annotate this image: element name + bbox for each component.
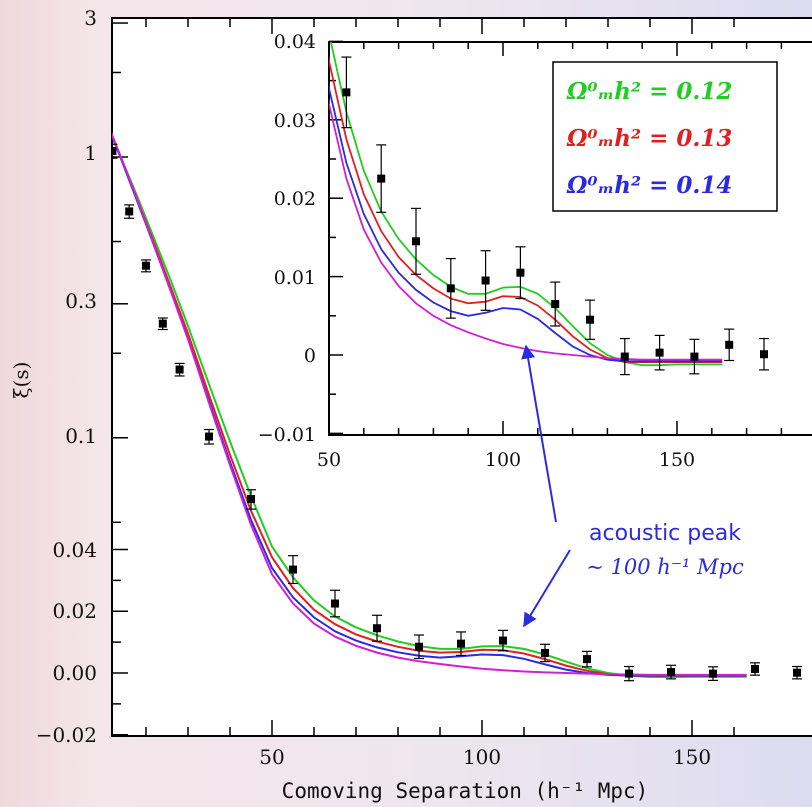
inset-data-point: [446, 284, 455, 293]
acoustic-peak-scale-label: ∼ 100 h⁻¹ Mpc: [586, 555, 744, 579]
data-point: [793, 668, 801, 677]
main-y-tick-label: −0.02: [36, 723, 97, 747]
legend-box: [552, 61, 778, 212]
data-point: [125, 207, 134, 216]
data-point: [373, 624, 381, 633]
data-point: [625, 669, 633, 678]
y-axis-title: ξ(s): [9, 362, 33, 399]
inset-y-tick-label: −0.01: [258, 424, 316, 446]
inset-axis-ticks: [329, 40, 783, 435]
inset-data-point: [516, 268, 525, 277]
main-y-tick-label: 0.3: [65, 289, 97, 313]
inset-data-point: [377, 174, 386, 183]
main-y-tick-label: 3: [84, 6, 97, 30]
arrow-to-main-peak: [523, 549, 571, 628]
inset-data-point: [655, 348, 664, 357]
data-point: [158, 319, 167, 328]
inset-data-point: [725, 340, 734, 349]
legend-entry-0.14: Ω⁰ₘh² = 0.14: [566, 172, 732, 199]
inset-x-tick-label: 100: [485, 449, 521, 471]
main-x-tick-label: 150: [673, 745, 711, 769]
inset-data-point: [586, 315, 594, 324]
data-point: [751, 664, 759, 673]
inset-x-tick-label: 50: [317, 449, 341, 471]
data-point: [457, 639, 465, 648]
inset-data-points: [341, 56, 769, 376]
data-point: [205, 432, 213, 441]
main-data-points: [112, 143, 802, 682]
main-y-tick-label: 0.00: [52, 661, 97, 685]
inset-data-point: [412, 237, 420, 246]
inset-model-curve-2: [329, 81, 723, 363]
inset-y-tick-label: 0.02: [274, 188, 316, 210]
inset-data-point: [620, 352, 629, 361]
legend-entry-0.12: Ω⁰ₘh² = 0.12: [566, 78, 732, 105]
inset-data-point: [690, 352, 699, 361]
inset-y-tick-label: 0.01: [274, 267, 316, 289]
inset-y-tick-label: 0.03: [274, 110, 316, 132]
data-point: [175, 365, 184, 374]
inset-data-point: [342, 88, 351, 97]
data-point: [667, 668, 675, 677]
data-point: [499, 636, 507, 645]
main-y-tick-label: 0.04: [52, 538, 97, 562]
data-point: [331, 599, 339, 608]
data-point: [112, 147, 117, 156]
acoustic-peak-label: acoustic peak: [589, 521, 741, 546]
inset-data-point: [481, 276, 490, 285]
main-y-tick-label: 0.1: [65, 424, 97, 448]
data-point: [289, 565, 297, 574]
arrow-to-inset-peak: [521, 344, 557, 523]
data-point: [583, 655, 591, 664]
inset-y-tick-label: 0: [304, 345, 316, 367]
data-point: [415, 642, 423, 651]
legend-entry-0.13: Ω⁰ₘh² = 0.13: [566, 125, 732, 152]
main-y-tick-label: 0.02: [52, 599, 97, 623]
main-axis-ticks: [112, 18, 735, 736]
x-axis-title: Comoving Separation (h⁻¹ Mpc): [282, 779, 649, 803]
main-y-tick-label: 1: [84, 141, 97, 165]
inset-x-tick-label: 150: [659, 449, 695, 471]
data-point: [541, 648, 549, 657]
inset-y-tick-label: 0.04: [274, 31, 316, 53]
data-point: [247, 495, 255, 504]
data-point: [709, 669, 717, 678]
data-point: [142, 261, 150, 270]
inset-data-point: [551, 300, 560, 309]
annotation-background: [562, 515, 767, 585]
main-x-tick-label: 100: [463, 745, 501, 769]
main-x-tick-label: 50: [259, 745, 284, 769]
inset-data-point: [760, 350, 768, 359]
